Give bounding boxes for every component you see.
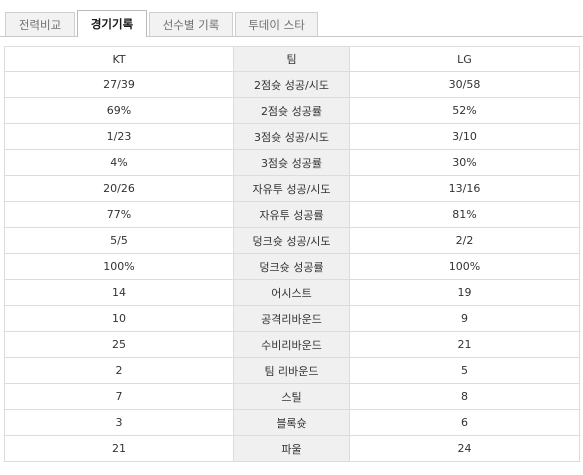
kt-value: 7: [4, 383, 234, 410]
stat-label: 2점슛 성공률: [233, 97, 350, 124]
header-team-kt: KT: [4, 46, 234, 72]
table-row: 77% 자유투 성공률 81%: [4, 201, 580, 228]
header-team: 팀: [233, 46, 350, 72]
lg-value: 3/10: [349, 123, 580, 150]
table-row: 4% 3점슛 성공률 30%: [4, 149, 580, 176]
stat-label: 블록슛: [233, 409, 350, 436]
table-row: 25 수비리바운드 21: [4, 331, 580, 358]
stat-label: 팀 리바운드: [233, 357, 350, 384]
lg-value: 21: [349, 331, 580, 358]
kt-value: 69%: [4, 97, 234, 124]
stat-label: 스틸: [233, 383, 350, 410]
stat-label: 파울: [233, 435, 350, 462]
stat-label: 어시스트: [233, 279, 350, 306]
tab-bar: 전력비교 경기기록 선수별 기록 투데이 스타: [0, 0, 583, 37]
lg-value: 9: [349, 305, 580, 332]
lg-value: 52%: [349, 97, 580, 124]
kt-value: 100%: [4, 253, 234, 280]
stat-label: 덩크슛 성공/시도: [233, 227, 350, 254]
lg-value: 81%: [349, 201, 580, 228]
kt-value: 14: [4, 279, 234, 306]
stat-label: 덩크슛 성공률: [233, 253, 350, 280]
kt-value: 5/5: [4, 227, 234, 254]
lg-value: 6: [349, 409, 580, 436]
kt-value: 20/26: [4, 175, 234, 202]
tab-player-records[interactable]: 선수별 기록: [149, 12, 233, 36]
table-row: 69% 2점슛 성공률 52%: [4, 97, 580, 124]
lg-value: 13/16: [349, 175, 580, 202]
game-record-table: KT 팀 LG 27/39 2점슛 성공/시도 30/58 69% 2점슛 성공률 52%…: [4, 46, 580, 462]
kt-value: 21: [4, 435, 234, 462]
lg-value: 19: [349, 279, 580, 306]
table-row: 1/23 3점슛 성공/시도 3/10: [4, 123, 580, 150]
table-row: 27/39 2점슛 성공/시도 30/58: [4, 71, 580, 98]
stat-label: 3점슛 성공률: [233, 149, 350, 176]
stat-label: 자유투 성공/시도: [233, 175, 350, 202]
table-header-row: KT 팀 LG: [4, 46, 580, 72]
tab-team-comparison[interactable]: 전력비교: [5, 12, 75, 36]
table-row: 21 파울 24: [4, 435, 580, 462]
table-row: 10 공격리바운드 9: [4, 305, 580, 332]
kt-value: 10: [4, 305, 234, 332]
stat-label: 자유투 성공률: [233, 201, 350, 228]
stat-label: 2점슛 성공/시도: [233, 71, 350, 98]
lg-value: 5: [349, 357, 580, 384]
kt-value: 25: [4, 331, 234, 358]
lg-value: 8: [349, 383, 580, 410]
table-row: 20/26 자유투 성공/시도 13/16: [4, 175, 580, 202]
header-team-lg: LG: [349, 46, 580, 72]
table-row: 100% 덩크슛 성공률 100%: [4, 253, 580, 280]
lg-value: 30/58: [349, 71, 580, 98]
kt-value: 77%: [4, 201, 234, 228]
table-row: 5/5 덩크슛 성공/시도 2/2: [4, 227, 580, 254]
lg-value: 30%: [349, 149, 580, 176]
stat-label: 수비리바운드: [233, 331, 350, 358]
kt-value: 3: [4, 409, 234, 436]
kt-value: 27/39: [4, 71, 234, 98]
table-row: 7 스틸 8: [4, 383, 580, 410]
stat-label: 공격리바운드: [233, 305, 350, 332]
tab-today-star[interactable]: 투데이 스타: [235, 12, 318, 36]
kt-value: 1/23: [4, 123, 234, 150]
kt-value: 2: [4, 357, 234, 384]
kt-value: 4%: [4, 149, 234, 176]
table-row: 3 블록슛 6: [4, 409, 580, 436]
stat-label: 3점슛 성공/시도: [233, 123, 350, 150]
tab-game-record[interactable]: 경기기록: [77, 10, 147, 37]
lg-value: 2/2: [349, 227, 580, 254]
table-row: 14 어시스트 19: [4, 279, 580, 306]
lg-value: 100%: [349, 253, 580, 280]
game-record-table-body: KT 팀 LG 27/39 2점슛 성공/시도 30/58 69% 2점슛 성공률 52%…: [4, 46, 580, 462]
lg-value: 24: [349, 435, 580, 462]
